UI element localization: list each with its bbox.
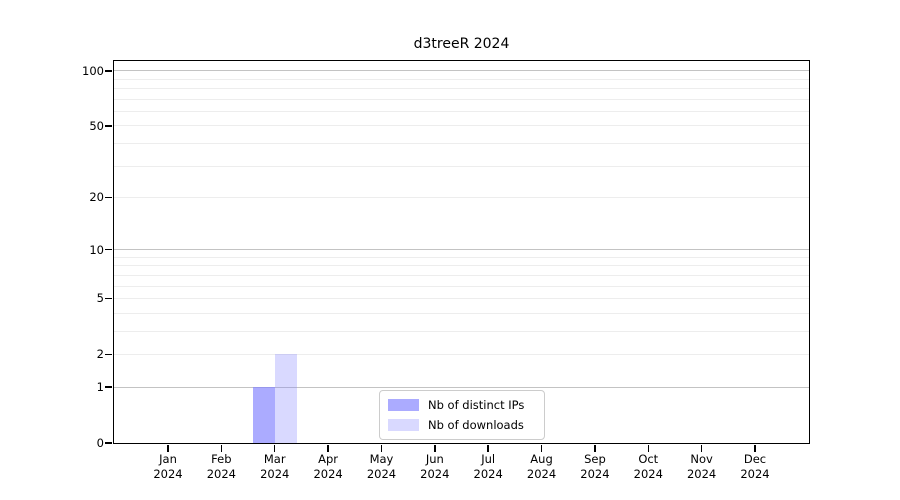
- grid-minor-line: [114, 165, 809, 167]
- x-tick-label: Aug 2024: [526, 452, 557, 481]
- legend-swatch-distinct-ips: [388, 399, 419, 411]
- legend: Nb of distinct IPs Nb of downloads: [379, 390, 545, 440]
- legend-item-downloads: Nb of downloads: [388, 417, 536, 433]
- x-tick-label: Nov 2024: [686, 452, 717, 481]
- x-axis-tick: [594, 445, 596, 452]
- grid-major-line: [114, 386, 809, 388]
- y-axis-tick: [105, 248, 112, 251]
- y-tick-label: 2: [96, 347, 104, 362]
- grid-minor-line: [114, 274, 809, 276]
- grid-minor-line: [114, 312, 809, 314]
- y-axis-tick: [105, 196, 112, 199]
- x-axis-tick: [540, 445, 543, 452]
- bar-downloads: [274, 354, 297, 443]
- grid-minor-line: [114, 330, 809, 332]
- grid-minor-line: [114, 78, 809, 80]
- y-axis-tick: [105, 125, 112, 127]
- legend-label-downloads: Nb of downloads: [428, 418, 524, 432]
- y-tick-label: 10: [89, 242, 104, 257]
- y-tick-label: 20: [89, 190, 104, 205]
- plot-area: Nb of distinct IPs Nb of downloads 0 1 2 5 1…: [82, 60, 810, 481]
- grid-minor-line: [114, 285, 809, 287]
- x-tick-label: Jan 2024: [153, 452, 183, 481]
- x-tick-label: Dec 2024: [740, 452, 770, 481]
- x-tick-label: Mar 2024: [260, 452, 290, 481]
- x-tick-label: May 2024: [366, 452, 397, 481]
- grid-major-line: [114, 70, 809, 72]
- grid-minor-line: [114, 353, 809, 355]
- legend-item-distinct-ips: Nb of distinct IPs: [388, 397, 536, 413]
- y-tick-label: 1: [96, 380, 104, 395]
- x-axis-tick: [754, 445, 756, 452]
- x-axis-tick: [700, 445, 703, 452]
- grid-minor-line: [114, 256, 809, 258]
- x-tick-label: Feb 2024: [206, 452, 236, 481]
- grid-minor-line: [114, 142, 809, 144]
- y-axis-tick: [105, 353, 112, 356]
- grid-minor-line: [114, 125, 809, 127]
- x-axis-tick: [487, 445, 489, 452]
- x-axis-tick: [167, 445, 169, 452]
- y-tick-label: 100: [82, 63, 104, 78]
- grid-minor-line: [114, 110, 809, 112]
- x-axis-tick: [647, 445, 650, 452]
- y-axis-tick: [105, 70, 112, 72]
- grid-minor-line: [114, 196, 809, 198]
- legend-label-distinct-ips: Nb of distinct IPs: [428, 398, 525, 412]
- y-tick-label: 50: [89, 118, 104, 133]
- x-tick-label: Oct 2024: [633, 452, 663, 481]
- x-axis-tick: [273, 445, 276, 452]
- grid-minor-line: [114, 297, 809, 299]
- y-axis-tick: [105, 386, 112, 388]
- y-tick-label: 0: [96, 436, 104, 450]
- x-axis-tick: [434, 445, 436, 452]
- grid-minor-line: [114, 265, 809, 267]
- grid-minor-line: [114, 98, 809, 100]
- x-axis-tick: [380, 445, 383, 452]
- legend-swatch-downloads: [388, 419, 419, 431]
- y-tick-label: 5: [96, 291, 104, 306]
- chart-title: d3treeR 2024: [413, 36, 510, 52]
- x-axis-tick: [327, 445, 329, 452]
- bar-distinct-ips: [252, 387, 275, 443]
- x-tick-label: Jun 2024: [420, 452, 450, 481]
- x-tick-label: Apr 2024: [313, 452, 343, 481]
- y-axis-tick: [105, 442, 112, 444]
- x-tick-label: Jul 2024: [473, 452, 503, 481]
- x-axis-tick: [220, 445, 223, 452]
- grid-minor-line: [114, 88, 809, 90]
- grid-major-line: [114, 249, 809, 251]
- x-tick-label: Sep 2024: [580, 452, 610, 481]
- y-axis-tick: [105, 297, 112, 300]
